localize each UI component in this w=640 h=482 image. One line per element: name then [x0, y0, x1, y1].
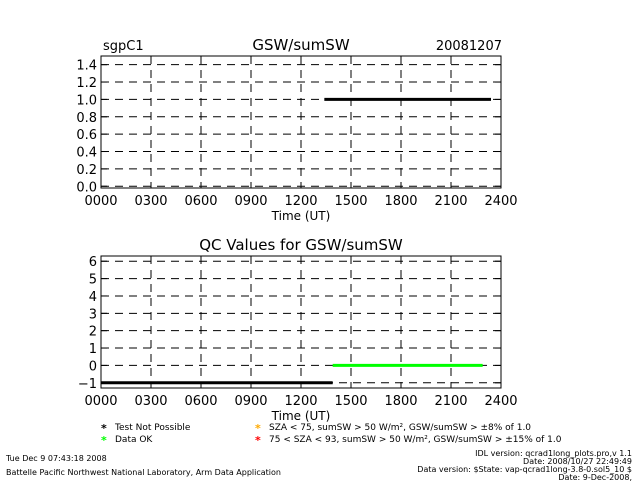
- legend-symbol-1: *: [101, 422, 107, 435]
- chart2-xtick-label: 0900: [234, 394, 267, 409]
- chart2-xlabel: Time (UT): [271, 409, 331, 423]
- legend-symbol-2: *: [255, 422, 261, 435]
- chart1-ytick-label: 0.6: [76, 128, 97, 143]
- chart2-ytick-label: 0: [89, 359, 97, 374]
- chart2-ytick-label: 6: [89, 255, 97, 270]
- site-label: sgpC1: [103, 39, 144, 54]
- footer-data-date: Date: 9-Dec-2008,: [558, 473, 632, 482]
- legend-label-2: SZA < 75, sumSW > 50 W/m², GSW/sumSW > ±…: [269, 423, 531, 433]
- chart1-ytick-label: 1.4: [76, 59, 97, 74]
- legend-symbol-3: *: [101, 434, 107, 447]
- footer-idl-version: IDL version: qcrad1long_plots.pro,v 1.1: [475, 449, 632, 458]
- footer-data-version: Data version: $State: vap-qcrad1long-3.8…: [417, 465, 632, 474]
- chart2-xtick-label: 0300: [134, 394, 167, 409]
- chart2-xtick-label: 1500: [334, 394, 367, 409]
- chart1-xtick-label: 0900: [234, 194, 267, 209]
- chart1-xtick-label: 1500: [334, 194, 367, 209]
- chart1-title: GSW/sumSW: [252, 36, 349, 54]
- chart2-xtick-label: 0600: [184, 394, 217, 409]
- chart1-xlabel: Time (UT): [271, 209, 331, 223]
- footer-lab: Battelle Pacific Northwest National Labo…: [6, 468, 281, 477]
- chart1-xtick-label: 1200: [284, 194, 317, 209]
- chart1-ytick-label: 1.0: [76, 93, 97, 108]
- chart1-xtick-label: 0000: [84, 194, 117, 209]
- chart2-ytick-label: 2: [89, 325, 97, 340]
- date-label: 20081207: [436, 39, 502, 54]
- chart1-xtick-label: 0300: [134, 194, 167, 209]
- chart2-ytick-label: −1: [78, 377, 97, 392]
- legend-label-4: 75 < SZA < 93, sumSW > 50 W/m², GSW/sumS…: [269, 435, 562, 445]
- chart1-ytick-label: 0.2: [76, 163, 97, 178]
- chart1-ytick-label: 0.4: [76, 146, 97, 161]
- chart2-xtick-label: 1800: [384, 394, 417, 409]
- chart2-xtick-label: 0000: [84, 394, 117, 409]
- chart2-ytick-label: 3: [89, 307, 97, 322]
- chart1-xtick-label: 1800: [384, 194, 417, 209]
- chart2-ytick-label: 5: [89, 273, 97, 288]
- legend-label-3: Data OK: [115, 435, 153, 445]
- chart2-xtick-label: 2100: [434, 394, 467, 409]
- chart2-frame: [100, 255, 502, 389]
- chart1-xtick-label: 0600: [184, 194, 217, 209]
- legend-symbol-4: *: [255, 434, 261, 447]
- chart2-title: QC Values for GSW/sumSW: [199, 236, 403, 254]
- chart1-xtick-label: 2400: [484, 194, 517, 209]
- chart2-ytick-label: 1: [89, 342, 97, 357]
- footer-timestamp: Tue Dec 9 07:43:18 2008: [6, 454, 107, 463]
- footer-code-date: Date: 2008/10/27 22:49:49: [523, 457, 632, 466]
- chart1-ytick-label: 0.8: [76, 111, 97, 126]
- chart2-ytick-label: 4: [89, 290, 97, 305]
- chart2-xtick-label: 2400: [484, 394, 517, 409]
- chart2-xtick-label: 1200: [284, 394, 317, 409]
- chart1-frame: [100, 55, 502, 189]
- chart1-ytick-label: 0.0: [76, 180, 97, 195]
- legend-label-1: Test Not Possible: [114, 423, 191, 433]
- chart1-xtick-label: 2100: [434, 194, 467, 209]
- chart1-ytick-label: 1.2: [76, 76, 97, 91]
